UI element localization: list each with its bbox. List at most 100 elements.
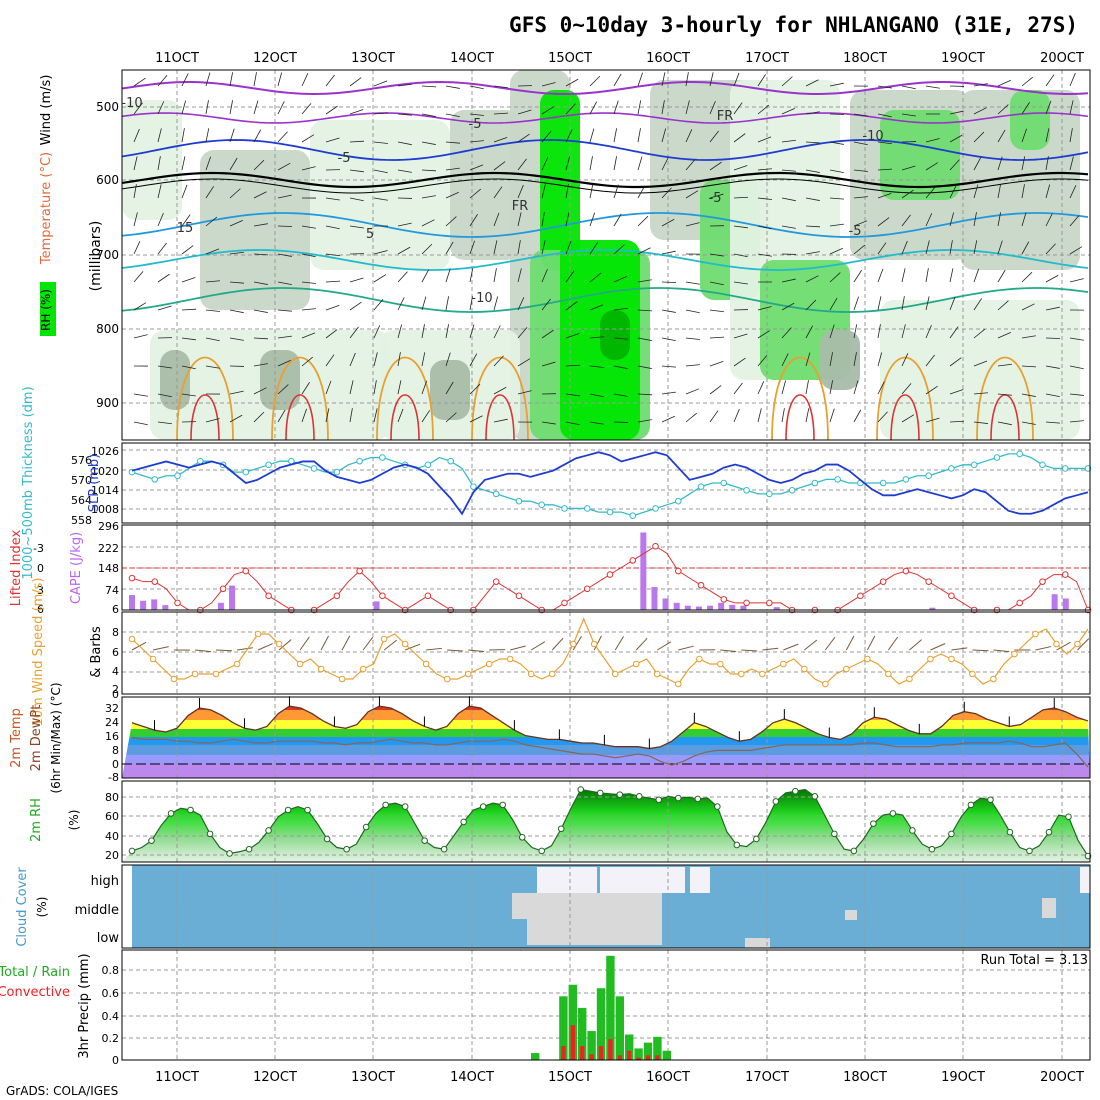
rh-point xyxy=(635,793,643,800)
wind-speed-point xyxy=(717,660,724,668)
wind-speed-point xyxy=(128,635,136,643)
wind-barb xyxy=(1021,128,1027,143)
wind-barb xyxy=(157,393,172,398)
cape-label: CAPE (J/kg) xyxy=(69,532,84,604)
wind-barb xyxy=(133,421,148,426)
cape-bar xyxy=(1051,594,1058,610)
wind-barb xyxy=(445,191,459,199)
wind-barb xyxy=(829,352,833,367)
rh-shade xyxy=(600,310,630,360)
wind-barb xyxy=(1045,306,1060,311)
thickness-point xyxy=(720,479,728,487)
wind-barb xyxy=(637,365,652,369)
warm-contour xyxy=(376,356,434,441)
wind-barb xyxy=(1069,100,1074,115)
wind-tick-label: 4 xyxy=(112,665,119,678)
wind-barb xyxy=(877,324,881,339)
wind-barb xyxy=(445,412,457,423)
rh-point xyxy=(655,796,663,804)
contour-label: 15 xyxy=(177,221,194,236)
rh-point xyxy=(499,801,506,809)
wind-barb xyxy=(517,133,530,143)
wind-barb xyxy=(1021,241,1030,255)
hot-contour xyxy=(785,394,815,441)
wind-barb xyxy=(709,253,724,257)
contour-label: -10 xyxy=(121,96,142,111)
wind-speed-point xyxy=(990,675,997,683)
wind-barb xyxy=(997,363,1012,367)
wind-barb xyxy=(301,308,316,311)
rh-shade xyxy=(1010,90,1050,150)
wind-barb xyxy=(949,240,953,255)
thickness-point xyxy=(902,476,910,483)
wind-barb xyxy=(565,103,576,115)
lifted-index-point xyxy=(515,592,523,600)
contour-label: FR xyxy=(717,109,734,124)
top-tick-label: 20OCT xyxy=(1040,51,1084,66)
wind-barb xyxy=(709,385,722,395)
bottom-tick-label: 18OCT xyxy=(843,1070,887,1085)
wind-barb xyxy=(997,129,1006,143)
precip-total-bar xyxy=(634,1048,643,1060)
wind-speed-point xyxy=(885,670,892,678)
cloud-gap xyxy=(845,910,857,920)
cloud-gap xyxy=(1080,867,1090,893)
wind-barb xyxy=(445,167,460,171)
rh-point xyxy=(577,786,585,793)
contour-label: -5 xyxy=(469,117,482,132)
top-tick-label: 16OCT xyxy=(646,51,690,66)
rh-point xyxy=(557,825,565,833)
wind-barb xyxy=(637,156,643,171)
wind-barb xyxy=(517,268,522,283)
wind-barb xyxy=(733,382,743,395)
wind-barb xyxy=(277,162,291,171)
wind-barb xyxy=(253,159,265,171)
wind-speed-point xyxy=(401,640,409,648)
precip-tick-label: 0.2 xyxy=(102,1032,120,1045)
wind-barb xyxy=(853,409,862,423)
thickness-point xyxy=(1039,461,1046,469)
wind-barb xyxy=(853,113,868,117)
wind-barb xyxy=(661,187,672,199)
wind-barb xyxy=(613,213,622,227)
wind-barb xyxy=(973,392,988,395)
pressure-units-label: (millibars) xyxy=(88,221,104,292)
rh-point xyxy=(1045,828,1053,836)
wind-barb xyxy=(637,337,652,341)
wind-barb xyxy=(781,353,789,367)
cape-bar xyxy=(651,587,658,610)
wind-barb xyxy=(421,380,428,395)
cloud-gap xyxy=(512,893,662,919)
wind-barb xyxy=(397,297,405,311)
wind-barb xyxy=(589,272,602,283)
wind-barb xyxy=(133,271,144,283)
thickness-point xyxy=(492,490,500,498)
wind-barb xyxy=(157,75,168,87)
wind-barb xyxy=(925,213,933,227)
upper-air-panel: 500 600 700 800 900 -10 -5 FR -5 -10 15 5 -5 -10 FR -5 (… xyxy=(39,69,1091,441)
wind-barb xyxy=(877,268,884,283)
wind-barb xyxy=(301,103,312,115)
rh-point xyxy=(245,845,253,853)
thickness-point xyxy=(606,508,614,516)
wind-barb xyxy=(493,112,508,115)
top-tick-label: 17OCT xyxy=(745,51,789,66)
wind-barb xyxy=(613,365,628,370)
wind-barb xyxy=(685,72,689,87)
wind-barb xyxy=(637,128,641,143)
wind-barb xyxy=(997,156,1003,171)
wind-barb xyxy=(877,411,888,423)
wind-barb xyxy=(493,418,508,423)
wind-barb xyxy=(229,72,233,87)
wind-barb xyxy=(373,197,388,201)
wind-barb xyxy=(973,298,983,311)
temp-band xyxy=(122,764,1090,778)
wind-barb xyxy=(877,217,890,227)
wind-speed-point xyxy=(464,670,472,678)
precip-convective-bar xyxy=(561,1046,566,1060)
wind-speed-point xyxy=(506,655,514,663)
wind-barb xyxy=(925,385,938,395)
wind-barb xyxy=(613,393,628,397)
bottom-tick-label: 16OCT xyxy=(646,1070,690,1085)
wind-barb xyxy=(133,393,148,397)
